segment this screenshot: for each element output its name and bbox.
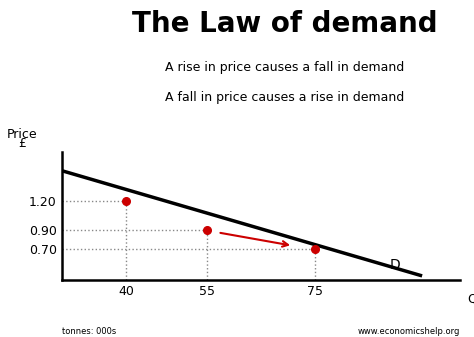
Text: D: D [390, 258, 401, 272]
Text: tonnes: 000s: tonnes: 000s [62, 327, 116, 336]
Text: £: £ [18, 137, 26, 150]
Text: Price: Price [7, 128, 37, 142]
Text: The Law of demand: The Law of demand [132, 10, 437, 38]
Text: Quantity (Q): Quantity (Q) [468, 293, 474, 306]
Text: www.economicshelp.org: www.economicshelp.org [357, 327, 460, 336]
Text: A fall in price causes a rise in demand: A fall in price causes a rise in demand [165, 91, 404, 104]
Text: A rise in price causes a fall in demand: A rise in price causes a fall in demand [165, 61, 404, 74]
